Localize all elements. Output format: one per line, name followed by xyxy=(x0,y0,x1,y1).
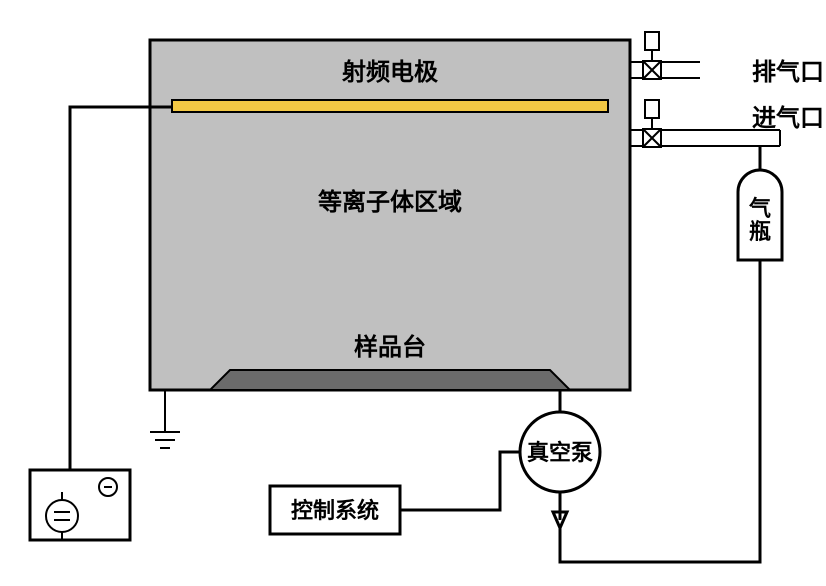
sample-stage xyxy=(210,370,570,390)
vacuum-pump-label: 真空泵 xyxy=(527,440,593,465)
pump-to-gasline xyxy=(560,528,582,562)
inlet-port-label: 进气口 xyxy=(752,104,824,132)
pump-to-control-line xyxy=(400,452,520,510)
dc-source-icon xyxy=(46,500,78,532)
inlet-port-cap xyxy=(645,100,659,118)
sample-stage-label: 样品台 xyxy=(354,333,426,361)
rf-electrode-label: 射频电极 xyxy=(341,59,438,86)
gas-cylinder-label: 气瓶 xyxy=(748,196,771,244)
exhaust-port-cap xyxy=(645,32,659,50)
plasma-region-label: 等离子体区域 xyxy=(318,188,462,216)
control-system-label: 控制系统 xyxy=(291,498,379,523)
exhaust-port-label: 排气口 xyxy=(752,58,824,86)
rf-electrode xyxy=(172,100,608,112)
